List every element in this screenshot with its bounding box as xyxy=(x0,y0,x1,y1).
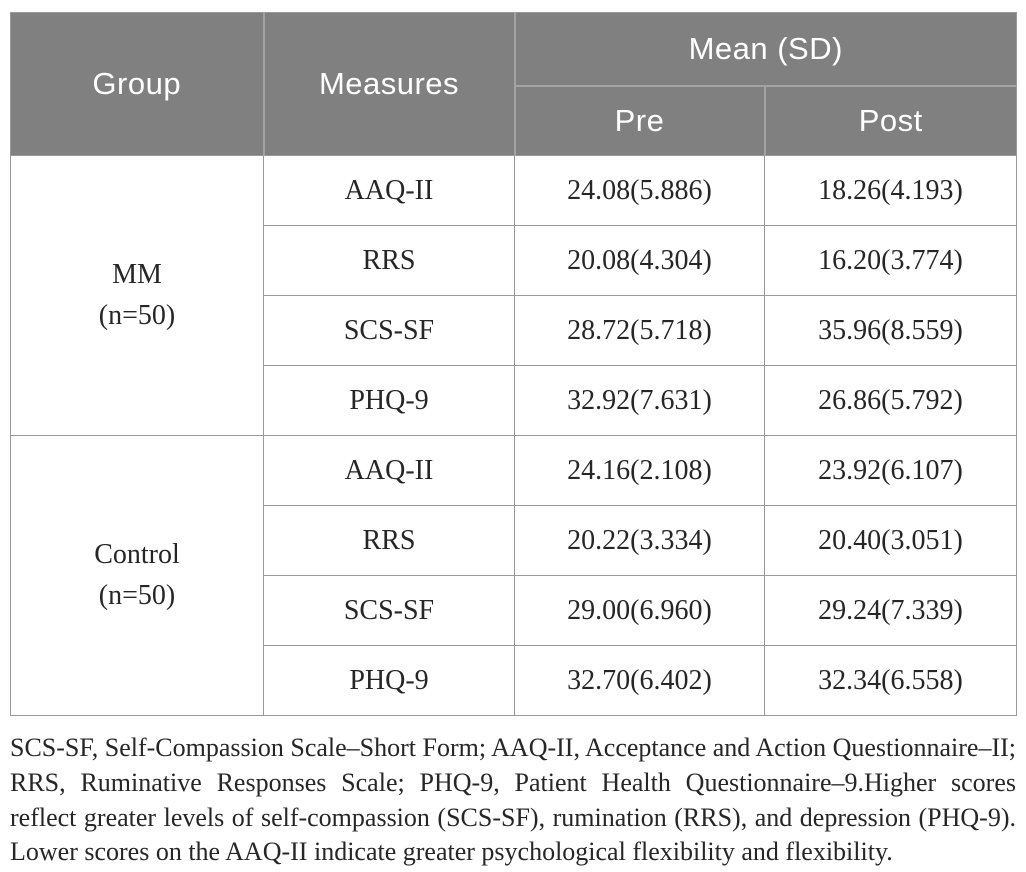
pre-value-cell: 28.72(5.718) xyxy=(514,295,765,366)
post-value-cell: 35.96(8.559) xyxy=(764,295,1017,366)
table-row: Control (n=50) AAQ-II 24.16(2.108) 23.92… xyxy=(10,435,1017,716)
group-name: MM xyxy=(112,258,162,290)
table-row: PHQ-9 32.70(6.402) 32.34(6.558) xyxy=(11,645,1017,716)
table-row: RRS 20.08(4.304) 16.20(3.774) xyxy=(11,225,1017,296)
post-value-cell: 23.92(6.107) xyxy=(764,435,1017,506)
group-n: (n=50) xyxy=(98,579,176,611)
header-group: Group xyxy=(10,12,264,156)
post-value-cell: 29.24(7.339) xyxy=(764,575,1017,646)
pre-value-cell: 32.70(6.402) xyxy=(514,645,765,716)
pre-value-cell: 29.00(6.960) xyxy=(514,575,765,646)
post-value-cell: 18.26(4.193) xyxy=(764,155,1017,226)
pre-value-cell: 20.08(4.304) xyxy=(514,225,765,296)
table-row: PHQ-9 32.92(7.631) 26.86(5.792) xyxy=(11,365,1017,436)
measure-cell: SCS-SF xyxy=(263,575,515,646)
post-value-cell: 32.34(6.558) xyxy=(764,645,1017,716)
measure-cell: PHQ-9 xyxy=(263,645,515,716)
measure-cell: AAQ-II xyxy=(263,155,515,226)
table-footnote: SCS-SF, Self-Compassion Scale–Short Form… xyxy=(10,733,1017,867)
group-name: Control xyxy=(94,538,180,570)
pre-value-cell: 20.22(3.334) xyxy=(514,505,765,576)
measure-cell: AAQ-II xyxy=(263,435,515,506)
table-row: RRS 20.22(3.334) 20.40(3.051) xyxy=(11,505,1017,576)
post-value-cell: 20.40(3.051) xyxy=(764,505,1017,576)
group-cell-mm: MM (n=50) xyxy=(10,155,264,436)
pre-value-cell: 24.16(2.108) xyxy=(514,435,765,506)
table-row: SCS-SF 28.72(5.718) 35.96(8.559) xyxy=(11,295,1017,366)
pre-value-cell: 32.92(7.631) xyxy=(514,365,765,436)
measure-cell: RRS xyxy=(263,225,515,296)
table-body: MM (n=50) AAQ-II 24.08(5.886) 18.26(4.19… xyxy=(10,155,1017,716)
pre-value-cell: 24.08(5.886) xyxy=(514,155,765,226)
results-table: Group Measures Mean (SD) Pre Post MM (n=… xyxy=(10,12,1017,716)
header-measures: Measures xyxy=(262,12,515,156)
table-header: Group Measures Mean (SD) Pre Post xyxy=(10,12,1017,156)
measure-cell: PHQ-9 xyxy=(263,365,515,436)
header-pre: Pre xyxy=(513,84,765,156)
group-n: (n=50) xyxy=(98,299,176,331)
header-mean-sd: Mean (SD) xyxy=(513,12,1017,86)
group-cell-control: Control (n=50) xyxy=(10,435,264,716)
measure-cell: SCS-SF xyxy=(263,295,515,366)
header-post: Post xyxy=(763,84,1017,156)
measure-cell: RRS xyxy=(263,505,515,576)
post-value-cell: 26.86(5.792) xyxy=(764,365,1017,436)
table-row: MM (n=50) AAQ-II 24.08(5.886) 18.26(4.19… xyxy=(10,155,1017,436)
post-value-cell: 16.20(3.774) xyxy=(764,225,1017,296)
